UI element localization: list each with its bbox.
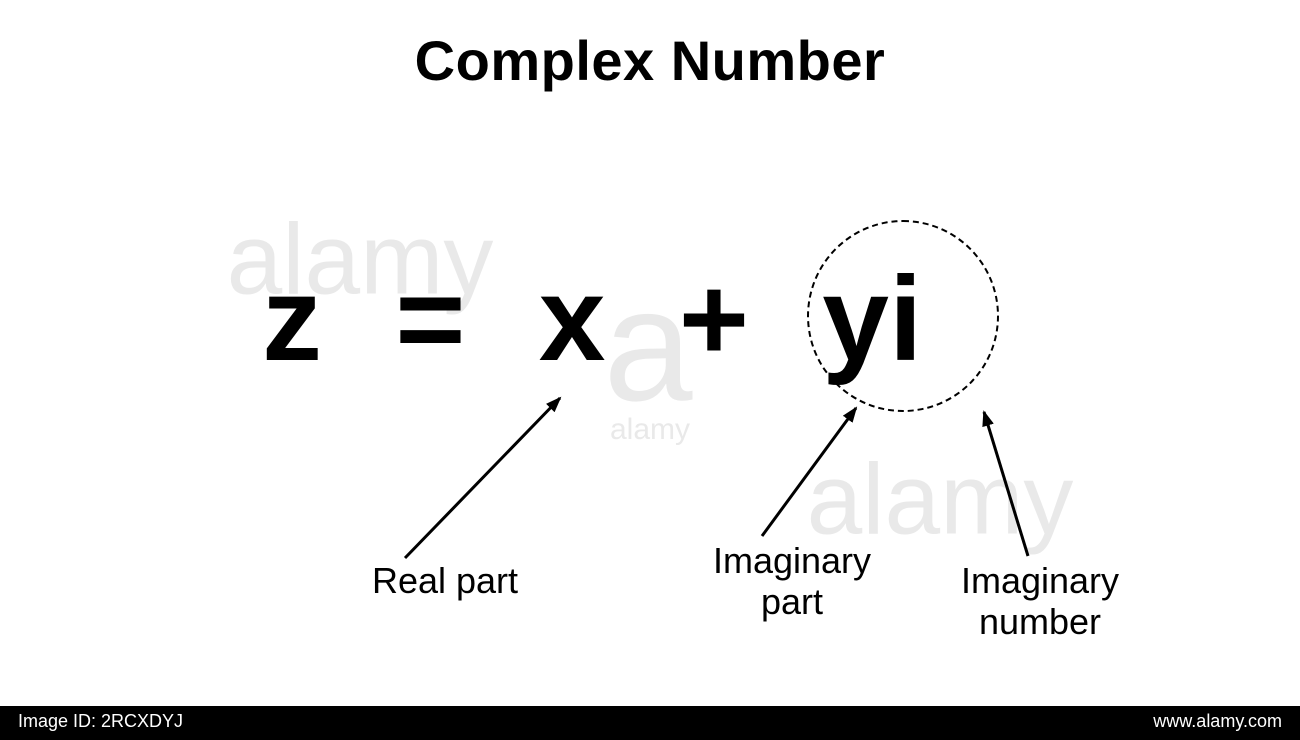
dashed-circle-yi: [807, 220, 999, 412]
footer-bar: [0, 706, 1300, 740]
arrow-imaginary-number: [984, 412, 1028, 556]
label-real-part: Real part: [372, 560, 518, 601]
diagram-title: Complex Number: [0, 28, 1300, 93]
eq-x: x: [539, 250, 606, 388]
arrow-imaginary-part: [762, 408, 856, 536]
footer-left-text: Image ID: 2RCXDYJ: [18, 711, 183, 732]
eq-z: z: [262, 250, 322, 388]
label-imaginary-number: Imaginary number: [961, 560, 1119, 643]
arrow-real-part: [405, 398, 560, 558]
diagram-stage: alamy alamy a alamy Complex Number z = x…: [0, 0, 1300, 740]
eq-equals: =: [395, 250, 465, 388]
label-imaginary-part: Imaginary part: [713, 540, 871, 623]
eq-plus: +: [679, 250, 749, 388]
footer-right-text: www.alamy.com: [1153, 711, 1282, 732]
watermark-logo-word: alamy: [610, 413, 690, 447]
